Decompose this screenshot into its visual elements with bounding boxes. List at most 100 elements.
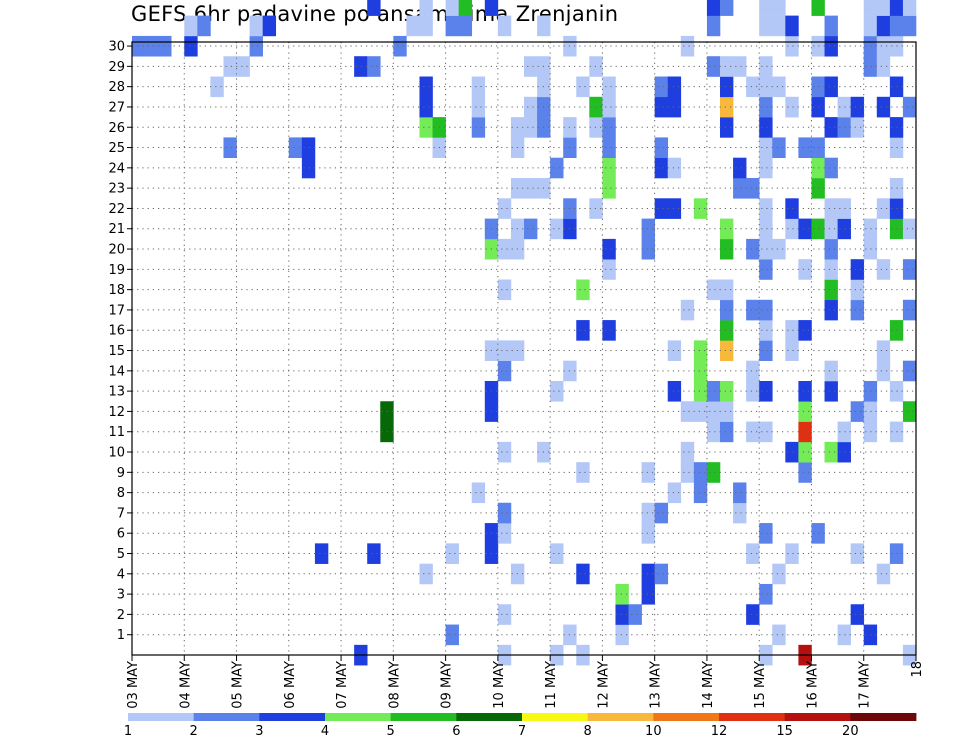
heatmap-cell [759,340,773,361]
heatmap-cell [798,401,812,422]
y-tick-label: 7 [117,506,125,521]
x-tick-label: 03 MAY [126,661,141,709]
heatmap-cell [759,421,773,443]
y-tick-label: 16 [108,324,125,339]
heatmap-cell [850,259,865,280]
heatmap-cell [680,441,695,463]
heatmap-cell [772,137,786,158]
heatmap-cell [902,218,917,240]
heatmap-cell [693,360,708,382]
heatmap-cell [497,360,512,382]
y-tick-label: 20 [108,243,125,258]
heatmap-cell [693,482,708,504]
heatmap-cell [876,0,891,16]
heatmap-cell [602,117,616,138]
y-tick-label: 14 [108,364,125,379]
heatmap-cell [759,157,773,179]
heatmap-cell [667,482,682,504]
heatmap-cell [471,482,486,504]
y-tick-label: 3 [117,588,125,603]
colorbar-label: 2 [190,724,198,739]
x-tick-label: 12 MAY [596,661,611,709]
heatmap-cell [706,401,721,422]
heatmap-cell [759,583,773,605]
y-tick-label: 5 [117,547,125,562]
y-tick-label: 10 [108,446,125,461]
heatmap-cell [667,157,682,179]
colorbar-segment [259,713,326,721]
heatmap-cell [223,137,237,158]
heatmap-cell [850,543,865,564]
heatmap-cell [798,218,812,240]
colorbar-segment [522,713,589,721]
heatmap-cell [550,157,564,179]
heatmap-cell [850,117,865,138]
y-tick-label: 29 [108,60,125,75]
heatmap-cell [759,218,773,240]
heatmap-cell [615,604,629,625]
heatmap-cell [145,35,159,57]
heatmap-cell [693,340,708,361]
heatmap-cell [654,502,669,524]
heatmap-cell [706,15,721,37]
heatmap-cell [746,238,760,260]
heatmap-cell [497,15,512,37]
heatmap-cell [367,0,381,16]
heatmap-cell [445,0,459,16]
heatmap-cell [602,320,616,341]
heatmap-cell [720,320,734,341]
heatmap-cell [785,320,799,341]
heatmap-cell [641,462,655,483]
heatmap-cell [602,96,616,118]
y-tick-label: 18 [108,283,125,298]
heatmap-cell [824,35,838,57]
heatmap-cell [693,380,708,402]
heatmap-cell [497,279,512,301]
heatmap-cell [484,0,499,16]
heatmap-cell [850,604,865,625]
heatmap-cell [746,76,760,98]
heatmap-cell [811,0,825,16]
heatmap-cell [654,157,669,179]
heatmap-cell [785,218,799,240]
y-tick-label: 27 [108,100,125,115]
heatmap-cell [524,218,538,240]
heatmap-cell [876,563,891,585]
y-tick-label: 11 [108,425,125,440]
colorbar-label: 6 [452,724,460,739]
heatmap-cell [223,56,237,77]
heatmap-cell [811,76,825,98]
colorbar-segment [456,713,523,721]
heatmap-cell [876,96,891,118]
heatmap-cell [706,421,721,443]
colorbar-segment [128,713,195,721]
heatmap-cell [876,340,891,361]
y-tick-label: 22 [108,202,125,217]
colorbar-segment [587,713,654,721]
heatmap-cell [876,56,891,77]
colorbar-label: 20 [842,724,859,739]
heatmap-cell [759,238,773,260]
colorbar-label: 3 [255,724,263,739]
heatmap-cell [902,96,917,118]
heatmap-cell [824,299,838,321]
colorbar-label: 12 [711,724,728,739]
heatmap-cell [641,583,655,605]
heatmap-cell [471,117,486,138]
heatmap-cell [746,421,760,443]
heatmap-cell [772,563,786,585]
colorbar-label: 15 [776,724,793,739]
heatmap-cell [759,117,773,138]
heatmap-cell [733,482,747,504]
heatmap-cell [524,56,538,77]
heatmap-cell [798,320,812,341]
heatmap-cell [550,218,564,240]
heatmap-cell [720,279,734,301]
heatmap-cell [458,0,473,16]
heatmap-cell [667,198,682,219]
plot-frame [131,41,917,656]
grid-lines [132,42,916,655]
heatmap-cell [301,137,316,158]
colorbar-label: 4 [321,724,329,739]
heatmap-cell [902,259,917,280]
